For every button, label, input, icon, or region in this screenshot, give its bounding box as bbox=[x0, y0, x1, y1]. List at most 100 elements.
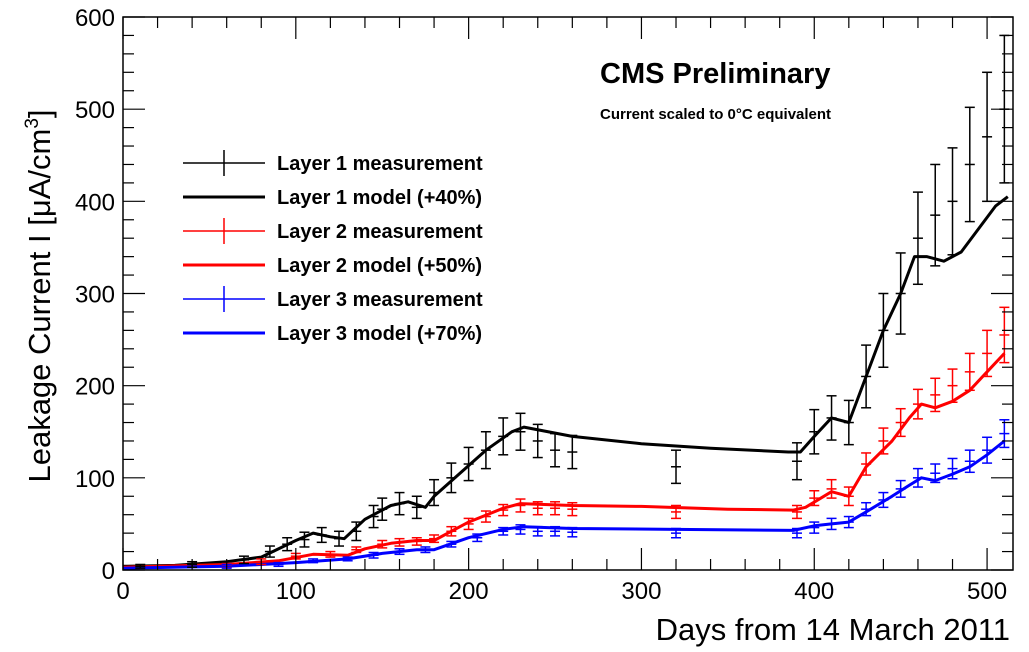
legend-item-layer-3-measurement: Layer 3 measurement bbox=[183, 286, 483, 312]
layer-1-measurement-point bbox=[826, 395, 837, 441]
layer-3-measurement-point bbox=[532, 525, 543, 537]
legend-item-layer-3-model-70: Layer 3 model (+70%) bbox=[183, 323, 482, 345]
y-tick-label: 0 bbox=[102, 558, 115, 585]
layer-2-measurement-point bbox=[567, 501, 578, 517]
layer-1-measurement-point bbox=[947, 147, 958, 256]
chart-subtitle: Current scaled to 0°C equivalent bbox=[600, 106, 831, 123]
layer-1-measurement-point bbox=[480, 431, 491, 470]
layer-2-measurement-point bbox=[999, 306, 1010, 364]
layer-1-measurement-point bbox=[238, 555, 249, 565]
x-tick-label: 500 bbox=[967, 578, 1007, 605]
layer-1-measurement-point bbox=[316, 526, 327, 544]
x-axis-title: Days from 14 March 2011 bbox=[656, 612, 1010, 647]
layer-1-measurement-point bbox=[135, 563, 146, 569]
layer-2-measurement-point bbox=[532, 501, 543, 516]
layer-1-measurement-point bbox=[878, 292, 889, 368]
layer-3-measurement-point bbox=[567, 526, 578, 538]
legend-label: Layer 3 measurement bbox=[277, 289, 483, 311]
y-axis-title-bracket: ] bbox=[22, 109, 57, 118]
layer-1-measurement-point bbox=[809, 408, 820, 455]
layer-1-measurement-point bbox=[791, 442, 802, 481]
layer-3-measurement-point bbox=[930, 463, 941, 484]
layer-3-measurement-point bbox=[878, 491, 889, 509]
layer-2-measurement-point bbox=[843, 486, 854, 507]
layer-3-measurement-point bbox=[394, 548, 405, 556]
legend-item-layer-1-model-40: Layer 1 model (+40%) bbox=[183, 187, 482, 209]
layer-1-measurement-point bbox=[532, 423, 543, 459]
layer-1-measurement-point bbox=[394, 491, 405, 516]
layer-3-measurement-point bbox=[342, 556, 353, 562]
layer-2-measurement-point bbox=[325, 550, 336, 558]
layer-2-measurement-point bbox=[411, 536, 422, 546]
legend-label: Layer 3 model (+70%) bbox=[277, 323, 482, 345]
layer-3-measurement-point bbox=[273, 561, 284, 568]
layer-1-measurement-point bbox=[671, 449, 682, 485]
layer-3-measurement-point bbox=[964, 449, 975, 474]
layer-2-measurement-point bbox=[671, 504, 682, 520]
layer-3-measurement-point bbox=[947, 457, 958, 480]
layer-3-measurement-point bbox=[308, 558, 319, 564]
layer-3-measurement-point bbox=[515, 524, 526, 535]
x-tick-label: 400 bbox=[794, 578, 834, 605]
layer-1-model-40-line bbox=[122, 195, 1009, 568]
legend-item-layer-1-measurement: Layer 1 measurement bbox=[183, 150, 483, 176]
layer-3-measurement-point bbox=[420, 546, 431, 554]
legend-label: Layer 2 measurement bbox=[277, 221, 483, 243]
layer-3-measurement-point bbox=[671, 527, 682, 539]
layer-1-measurement-point bbox=[912, 191, 923, 286]
layer-3-measurement-point bbox=[809, 521, 820, 534]
layer-2-measurement-point bbox=[861, 452, 872, 476]
layer-3-measurement-point bbox=[472, 533, 483, 543]
series-layer-1-model-40 bbox=[122, 195, 1009, 568]
y-tick-label: 200 bbox=[75, 374, 115, 401]
layer-3-measurement-point bbox=[999, 419, 1010, 449]
layer-2-measurement-point bbox=[498, 503, 509, 517]
y-tick-label: 500 bbox=[75, 97, 115, 124]
layer-2-measurement-point bbox=[809, 489, 820, 507]
axes: 0 100 200 300 400 500 0 100 200 300 400 500 600 bbox=[75, 5, 1014, 605]
series-layer-1-measurement bbox=[135, 34, 1010, 569]
y-axis-title: Leakage Current I [μA/cm3] bbox=[22, 109, 57, 482]
layer-1-measurement-point bbox=[411, 495, 422, 520]
layer-1-measurement-point bbox=[377, 497, 388, 521]
legend-label: Layer 2 model (+50%) bbox=[277, 255, 482, 277]
layer-2-measurement-point bbox=[912, 388, 923, 420]
plot-area bbox=[122, 34, 1010, 570]
y-tick-label: 100 bbox=[75, 466, 115, 493]
layer-1-measurement-point bbox=[895, 252, 906, 335]
x-tick-label: 0 bbox=[116, 578, 129, 605]
layer-1-measurement-point bbox=[299, 531, 310, 548]
layer-3-measurement-point bbox=[446, 540, 457, 548]
layer-3-measurement-point bbox=[791, 527, 802, 539]
layer-2-measurement-point bbox=[515, 498, 526, 513]
layer-2-measurement-point bbox=[351, 546, 362, 554]
layer-3-measurement-point bbox=[895, 479, 906, 498]
layer-1-measurement-point bbox=[264, 545, 275, 558]
layer-1-measurement-point bbox=[861, 344, 872, 409]
layer-1-measurement-point bbox=[429, 478, 440, 507]
layer-3-measurement-point bbox=[861, 501, 872, 517]
layer-2-model-50-line bbox=[122, 352, 1006, 569]
layer-2-measurement-point bbox=[878, 427, 889, 455]
layer-2-measurement-point bbox=[947, 368, 958, 404]
layer-2-measurement-point bbox=[895, 407, 906, 438]
legend: Layer 1 measurement Layer 1 model (+40%) L… bbox=[183, 150, 483, 345]
layer-3-measurement-point bbox=[912, 467, 923, 488]
layer-3-measurement-point bbox=[843, 515, 854, 529]
layer-1-measurement-point bbox=[351, 521, 362, 542]
legend-item-layer-2-model-50: Layer 2 model (+50%) bbox=[183, 255, 482, 277]
layer-1-measurement-point bbox=[515, 412, 526, 451]
layer-2-measurement-point bbox=[429, 534, 440, 544]
series-layer-3-measurement bbox=[221, 419, 1010, 569]
layer-1-measurement-point bbox=[368, 504, 379, 529]
y-tick-label: 300 bbox=[75, 282, 115, 309]
layer-1-measurement-point bbox=[930, 163, 941, 267]
y-tick-label: 600 bbox=[75, 5, 115, 32]
layer-1-measurement-point bbox=[446, 462, 457, 494]
y-axis-title-text: Leakage Current I [μA/cm bbox=[22, 129, 57, 483]
layer-3-measurement-point bbox=[550, 525, 561, 537]
layer-3-measurement-point bbox=[982, 436, 993, 464]
layer-2-measurement-point bbox=[826, 478, 837, 499]
layer-1-measurement-point bbox=[334, 530, 345, 547]
